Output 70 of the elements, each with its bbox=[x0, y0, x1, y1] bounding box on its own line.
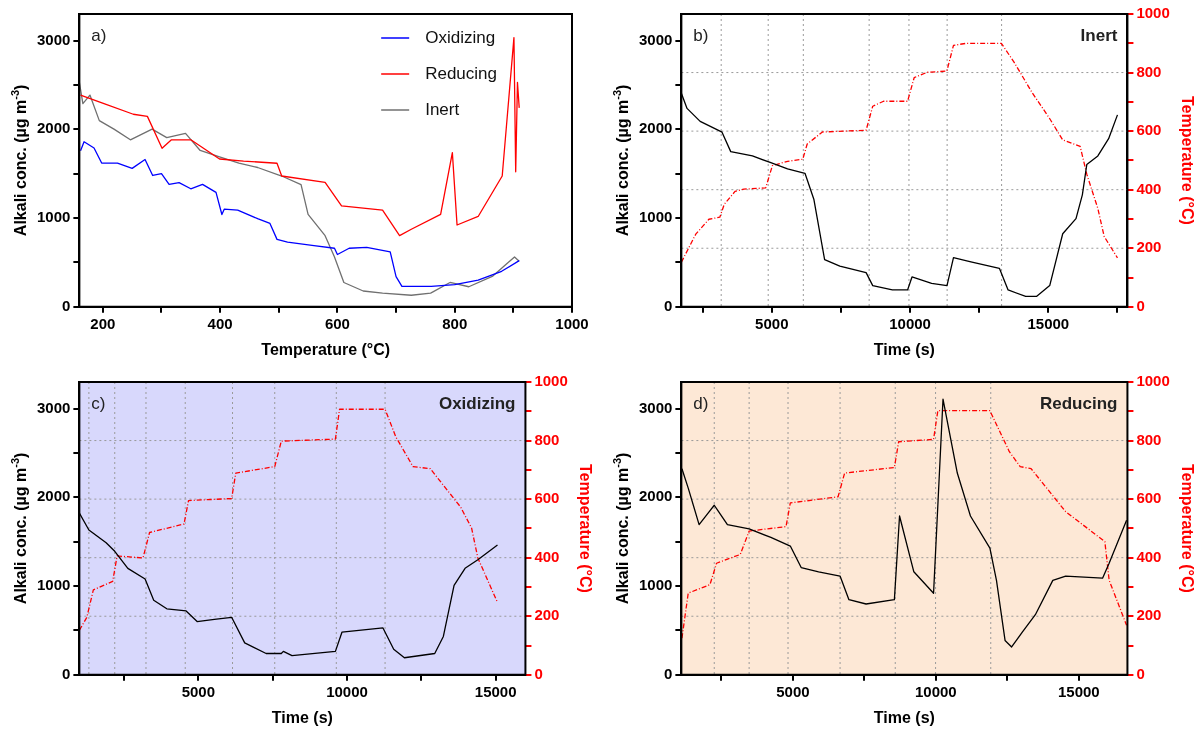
y-tick-label: 1000 bbox=[36, 576, 71, 594]
x-tick-label: 5000 bbox=[181, 682, 216, 700]
y2-tick-label: 400 bbox=[534, 547, 560, 565]
y2-tick-label: 600 bbox=[534, 489, 560, 507]
x-axis-title: Temperature (°C) bbox=[261, 340, 391, 358]
annotation: Reducing bbox=[1039, 394, 1118, 414]
y2-tick-label: 0 bbox=[1136, 296, 1145, 314]
y2-tick-label: 1000 bbox=[534, 372, 568, 390]
y-tick-label: 1000 bbox=[638, 576, 673, 594]
y2-axis-title: Temperature (°C) bbox=[576, 464, 594, 593]
y-tick-label: 0 bbox=[664, 296, 673, 314]
x-tick-label: 800 bbox=[442, 314, 468, 332]
annotation: a) bbox=[91, 26, 107, 46]
x-tick-label: 10000 bbox=[914, 682, 957, 700]
x-tick-label: 400 bbox=[207, 314, 233, 332]
y-tick-label: 0 bbox=[664, 664, 673, 682]
y-tick-label: 0 bbox=[62, 296, 71, 314]
legend-label: Oxidizing bbox=[425, 27, 496, 47]
x-tick-label: 200 bbox=[90, 314, 116, 332]
y-tick-label: 2000 bbox=[36, 119, 71, 137]
x-tick-label: 600 bbox=[324, 314, 350, 332]
y2-tick-label: 600 bbox=[1136, 489, 1162, 507]
y2-tick-label: 0 bbox=[534, 664, 543, 682]
y-tick-label: 1000 bbox=[36, 208, 71, 226]
y2-tick-label: 200 bbox=[1136, 606, 1162, 624]
annotation: Inert bbox=[1080, 26, 1118, 46]
y-tick-label: 3000 bbox=[638, 398, 673, 416]
annotation: d) bbox=[693, 394, 709, 414]
annotation: c) bbox=[91, 394, 106, 414]
legend-label: Reducing bbox=[425, 63, 497, 83]
x-axis-title: Time (s) bbox=[873, 340, 935, 358]
x-tick-label: 10000 bbox=[326, 682, 368, 700]
y2-tick-label: 0 bbox=[1136, 664, 1145, 682]
x-tick-label: 5000 bbox=[776, 682, 810, 700]
annotation: Oxidizing bbox=[438, 394, 516, 414]
y-tick-label: 2000 bbox=[638, 487, 673, 505]
x-tick-label: 10000 bbox=[889, 314, 931, 332]
y2-tick-label: 400 bbox=[1136, 179, 1162, 197]
y-axis-title: Alkali conc. (µg m-3) bbox=[8, 452, 30, 605]
y2-tick-label: 200 bbox=[1136, 238, 1162, 256]
y2-axis-title: Temperature (°C) bbox=[1178, 464, 1196, 593]
x-tick-label: 15000 bbox=[1057, 682, 1100, 700]
x-axis-title: Time (s) bbox=[873, 708, 935, 726]
y-axis-title: Alkali conc. (µg m-3) bbox=[610, 452, 632, 605]
y2-tick-label: 800 bbox=[1136, 62, 1162, 80]
x-tick-label: 5000 bbox=[755, 314, 789, 332]
x-axis-title: Time (s) bbox=[271, 708, 333, 726]
y2-axis-title: Temperature (°C) bbox=[1178, 96, 1196, 225]
y2-tick-label: 1000 bbox=[1136, 4, 1170, 22]
y-tick-label: 2000 bbox=[638, 119, 673, 137]
y-axis-title: Alkali conc. (µg m-3) bbox=[8, 84, 30, 237]
y-tick-label: 1000 bbox=[638, 208, 673, 226]
x-tick-label: 15000 bbox=[1027, 314, 1070, 332]
y2-tick-label: 800 bbox=[534, 430, 560, 448]
x-tick-label: 15000 bbox=[474, 682, 517, 700]
y2-tick-label: 200 bbox=[534, 606, 560, 624]
y-tick-label: 3000 bbox=[36, 30, 71, 48]
y-tick-label: 3000 bbox=[36, 398, 71, 416]
y2-tick-label: 800 bbox=[1136, 430, 1162, 448]
x-tick-label: 1000 bbox=[555, 314, 589, 332]
y2-tick-label: 400 bbox=[1136, 547, 1162, 565]
y2-tick-label: 600 bbox=[1136, 121, 1162, 139]
y-axis-title: Alkali conc. (µg m-3) bbox=[610, 84, 632, 237]
annotation: b) bbox=[693, 26, 709, 46]
legend-label: Inert bbox=[425, 99, 460, 119]
y-tick-label: 3000 bbox=[638, 30, 673, 48]
y-tick-label: 2000 bbox=[36, 487, 71, 505]
y2-tick-label: 1000 bbox=[1136, 372, 1170, 390]
y-tick-label: 0 bbox=[62, 664, 71, 682]
line-series bbox=[681, 42, 1119, 263]
